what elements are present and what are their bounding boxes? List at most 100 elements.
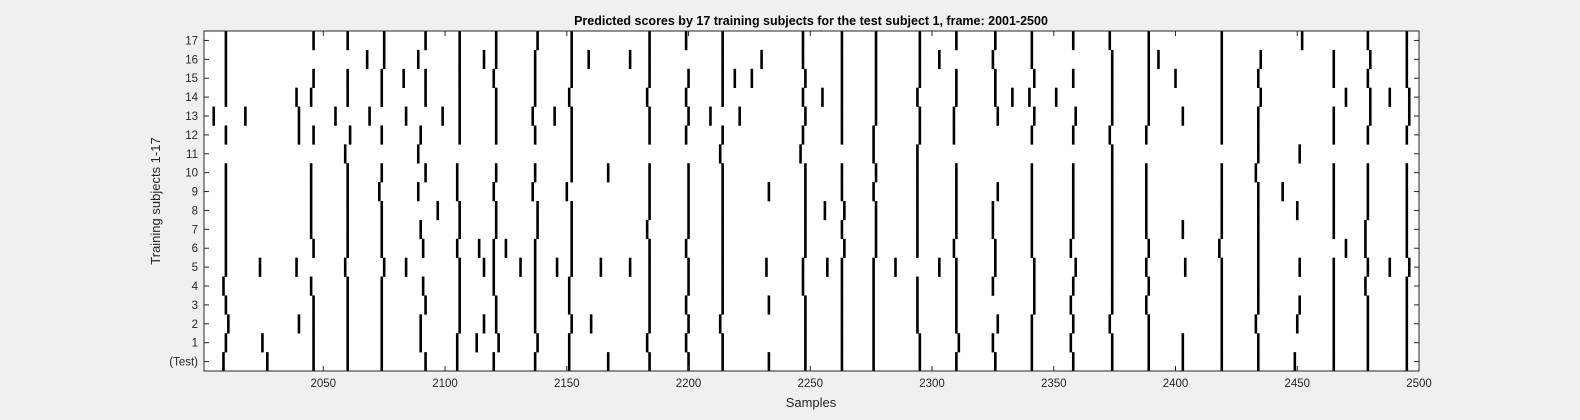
raster-mark [952, 238, 956, 258]
raster-mark [1220, 87, 1224, 107]
raster-mark [224, 68, 228, 88]
raster-mark [1366, 182, 1370, 202]
raster-mark [567, 276, 571, 296]
raster-mark [918, 31, 922, 51]
raster-mark [416, 49, 420, 70]
raster-mark [994, 238, 997, 258]
chart-title: Predicted scores by 17 training subjects… [574, 14, 1048, 28]
raster-mark [1295, 314, 1299, 334]
raster-mark [227, 314, 230, 334]
raster-mark [309, 182, 313, 202]
raster-mark [567, 333, 571, 353]
raster-mark [1407, 87, 1411, 107]
raster-mark [721, 68, 724, 88]
raster-marks [212, 31, 1411, 372]
raster-mark [648, 276, 651, 296]
raster-mark [587, 49, 591, 70]
raster-mark [991, 49, 995, 70]
raster-mark [718, 314, 722, 334]
raster-mark [494, 163, 498, 183]
raster-mark [721, 201, 724, 221]
raster-mark [804, 333, 807, 353]
raster-mark [1366, 257, 1370, 277]
raster-mark [536, 31, 539, 51]
raster-mark [346, 182, 349, 202]
raster-mark [721, 257, 724, 277]
raster-mark [1071, 163, 1075, 183]
raster-mark [918, 125, 922, 145]
raster-mark [1257, 257, 1260, 277]
raster-mark [312, 31, 315, 51]
raster-mark [1054, 87, 1058, 107]
y-tick-label: 2 [192, 319, 198, 331]
raster-mark [1254, 314, 1258, 334]
raster-mark [721, 238, 724, 258]
raster-mark [1298, 144, 1301, 164]
raster-mark [1364, 219, 1367, 240]
x-tick-label: 2250 [797, 378, 823, 390]
raster-mark [687, 182, 690, 202]
raster-mark [955, 31, 958, 51]
raster-mark [823, 201, 827, 221]
raster-mark [346, 219, 349, 240]
raster-mark [955, 257, 958, 277]
raster-mark [804, 295, 807, 315]
raster-mark [918, 352, 922, 372]
raster-mark [224, 201, 228, 221]
raster-mark [346, 163, 349, 183]
raster-mark [1366, 125, 1370, 145]
raster-mark [1071, 219, 1075, 240]
raster-mark [1030, 163, 1034, 183]
raster-mark [804, 219, 807, 240]
raster-mark [346, 295, 349, 315]
raster-mark [1257, 201, 1260, 221]
y-tick-label: 7 [192, 224, 198, 236]
raster-mark [492, 182, 496, 202]
raster-mark [346, 314, 349, 334]
raster-mark [1181, 333, 1185, 353]
raster-mark [1220, 201, 1224, 221]
raster-mark [1071, 352, 1075, 372]
raster-mark [645, 87, 649, 107]
raster-mark [1071, 125, 1075, 145]
raster-mark [718, 144, 722, 164]
raster-mark [1259, 49, 1263, 70]
raster-mark [991, 276, 995, 296]
raster-mark [1332, 276, 1336, 296]
raster-mark [1407, 106, 1411, 126]
raster-mark [1257, 106, 1260, 126]
raster-mark [648, 314, 651, 334]
raster-mark [346, 31, 349, 51]
raster-mark [826, 257, 829, 277]
raster-mark [536, 219, 539, 240]
raster-mark [1110, 49, 1114, 70]
raster-mark [533, 314, 537, 334]
raster-mark [416, 144, 420, 164]
raster-mark [648, 201, 651, 221]
raster-mark [1108, 31, 1112, 51]
raster-mark [346, 352, 349, 372]
raster-mark [1344, 87, 1348, 107]
raster-mark [1344, 238, 1348, 258]
raster-mark [533, 49, 537, 70]
raster-mark [955, 219, 958, 240]
raster-mark [874, 219, 878, 240]
raster-mark [1405, 49, 1409, 70]
raster-mark [312, 68, 315, 88]
raster-mark [872, 352, 875, 372]
x-tick-label: 2150 [554, 378, 580, 390]
raster-mark [840, 163, 844, 183]
raster-mark [519, 257, 522, 277]
raster-mark [482, 314, 486, 334]
raster-mark [212, 106, 216, 126]
raster-mark [1332, 352, 1336, 372]
raster-mark [536, 201, 539, 221]
raster-mark [840, 87, 844, 107]
raster-mark [1108, 125, 1112, 145]
raster-mark [1332, 125, 1336, 145]
raster-mark [533, 87, 537, 107]
raster-mark [1332, 201, 1336, 221]
raster-mark [1259, 87, 1263, 107]
raster-mark [475, 333, 479, 353]
raster-mark [1071, 276, 1075, 296]
